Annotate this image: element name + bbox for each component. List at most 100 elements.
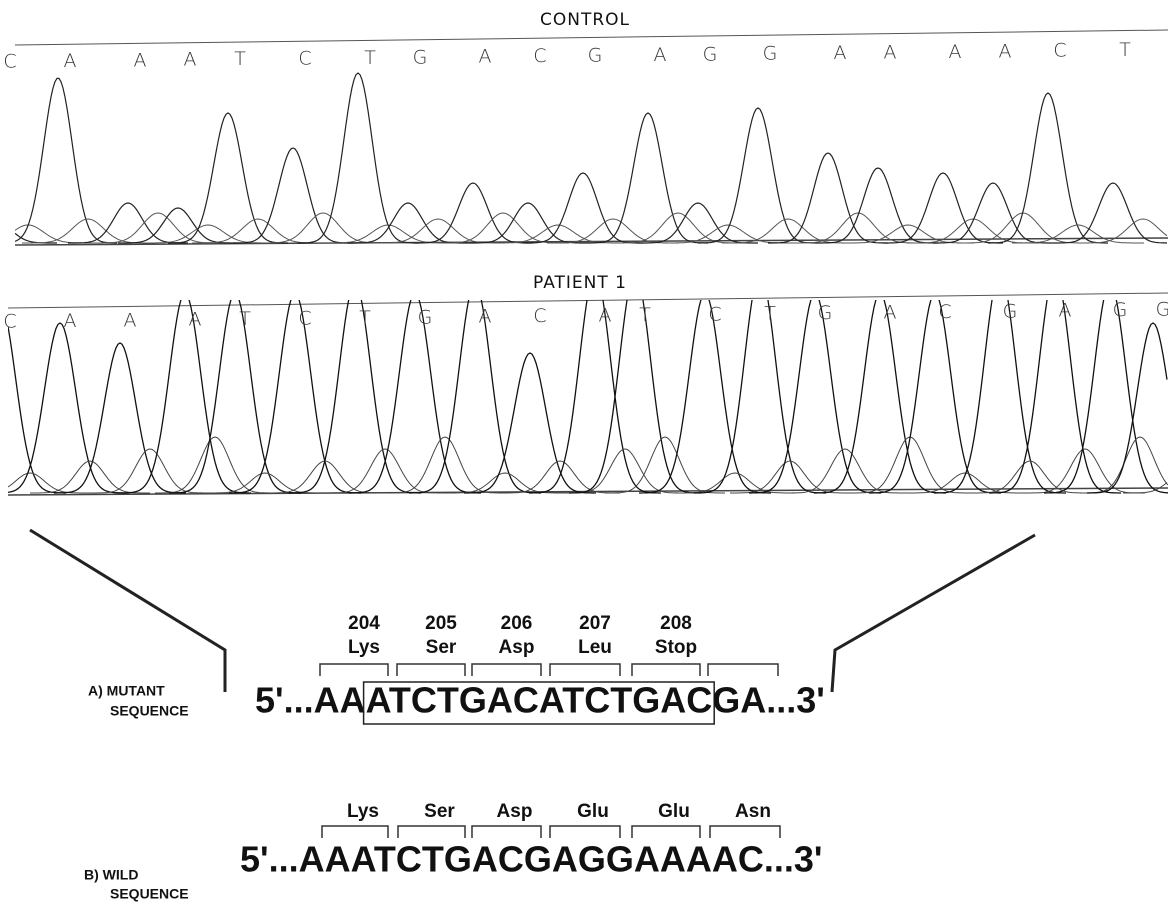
- codon-bracket: [710, 826, 780, 838]
- base-call: T: [359, 307, 371, 329]
- base-call: C: [1053, 40, 1066, 62]
- trace-peak: [68, 203, 188, 243]
- base-call: C: [3, 51, 16, 73]
- trace-peak: [792, 213, 924, 243]
- trace-peak: [569, 273, 701, 493]
- amino-acid: Leu: [578, 637, 612, 658]
- dna-sequence: 5'...AAATCTGACGAGGAAAAC...3': [240, 839, 822, 880]
- base-call: A: [884, 42, 897, 64]
- base-call: A: [64, 50, 77, 72]
- trace-peak: [192, 219, 324, 243]
- base-call: C: [298, 48, 311, 70]
- base-call: A: [884, 302, 897, 324]
- base-call: G: [1156, 299, 1168, 321]
- codon-number: 207: [579, 613, 611, 634]
- codon-number: 205: [425, 613, 457, 634]
- trace-peak: [565, 449, 685, 493]
- codon-bracket: [472, 826, 541, 838]
- trace-peak: [785, 449, 905, 493]
- base-call: T: [364, 47, 376, 69]
- trace-peak: [547, 219, 679, 243]
- base-call: G: [763, 43, 778, 65]
- trace-peak: [1053, 183, 1167, 243]
- base-call: T: [639, 304, 651, 326]
- base-call: C: [533, 45, 546, 67]
- patient-title: PATIENT 1: [533, 273, 627, 293]
- control-title: CONTROL: [540, 10, 630, 30]
- base-call: A: [599, 305, 612, 327]
- trace-peak: [348, 203, 468, 243]
- base-call: A: [64, 310, 77, 332]
- base-call: G: [818, 302, 833, 324]
- base-call: T: [239, 308, 251, 330]
- codon-number: 206: [501, 613, 533, 634]
- codon-bracket: [550, 664, 620, 676]
- trace-peak: [15, 78, 117, 243]
- base-call: T: [764, 303, 776, 325]
- trace-peak: [1077, 219, 1167, 243]
- base-call: A: [479, 306, 492, 328]
- sequence-label: B) WILD: [84, 867, 138, 883]
- trace-peak: [413, 183, 533, 243]
- dna-sequence: 5'...AA: [255, 680, 366, 721]
- base-call: A: [949, 41, 962, 63]
- codon-bracket: [398, 826, 465, 838]
- amino-acid: Lys: [348, 637, 380, 658]
- trace-peak: [883, 173, 1003, 243]
- sequence-label: A) MUTANT: [88, 683, 165, 699]
- sequence-label: SEQUENCE: [110, 886, 189, 902]
- base-call: C: [708, 303, 721, 325]
- amino-acid: Asp: [499, 637, 535, 658]
- trace-peak: [155, 437, 275, 493]
- trace-peak: [8, 323, 126, 493]
- base-call: A: [834, 42, 847, 64]
- codon-bracket: [320, 664, 388, 676]
- trace-peak: [445, 473, 565, 493]
- base-call: C: [938, 301, 951, 323]
- dna-sequence: GA...3': [712, 680, 825, 721]
- base-call: T: [234, 48, 246, 70]
- amino-acid: Glu: [658, 801, 690, 822]
- trace-peak: [8, 327, 66, 494]
- base-call: A: [479, 46, 492, 68]
- amino-acid: Ser: [424, 801, 455, 822]
- trace-peak: [468, 203, 588, 243]
- zoom-line: [30, 530, 225, 692]
- codon-bracket: [550, 826, 620, 838]
- amino-acid: Glu: [577, 801, 609, 822]
- base-call: G: [588, 45, 603, 67]
- trace-peak: [988, 93, 1108, 243]
- base-call: A: [124, 309, 137, 331]
- base-call: A: [1059, 300, 1072, 322]
- base-call: A: [999, 40, 1012, 62]
- codon-bracket: [708, 664, 778, 676]
- codon-bracket: [632, 664, 700, 676]
- codon-bracket: [472, 664, 541, 676]
- trace-peak: [118, 208, 238, 243]
- sequence-label: SEQUENCE: [110, 703, 189, 719]
- amino-acid: Asp: [497, 801, 533, 822]
- panel-border: [15, 30, 1168, 45]
- trace-peak: [850, 437, 970, 493]
- trace-peak: [464, 353, 596, 493]
- trace-peak: [265, 461, 385, 493]
- codon-number: 208: [660, 613, 692, 634]
- page: {"control": {"title": "CONTROL", "bases"…: [0, 0, 1168, 921]
- trace-peak: [698, 108, 818, 243]
- figure: CONTROL PATIENT 1 C A A A T C T G A C G A G G A A A A C T C A…: [0, 0, 1168, 921]
- codon-bracket: [397, 664, 465, 676]
- base-call: A: [654, 44, 667, 66]
- trace-peak: [638, 203, 758, 243]
- zoom-line: [832, 535, 1035, 692]
- trace-peak: [257, 213, 389, 243]
- trace-peak: [325, 449, 445, 493]
- codon-bracket: [632, 826, 700, 838]
- trace-peak: [168, 113, 288, 243]
- base-call: C: [298, 308, 311, 330]
- base-call: A: [184, 49, 197, 71]
- dna-sequence: ATCTGACATCTGAC: [366, 680, 713, 721]
- base-call: A: [134, 49, 147, 71]
- base-call: C: [3, 311, 16, 333]
- trace-peak: [1087, 323, 1167, 493]
- amino-acid: Stop: [655, 637, 697, 658]
